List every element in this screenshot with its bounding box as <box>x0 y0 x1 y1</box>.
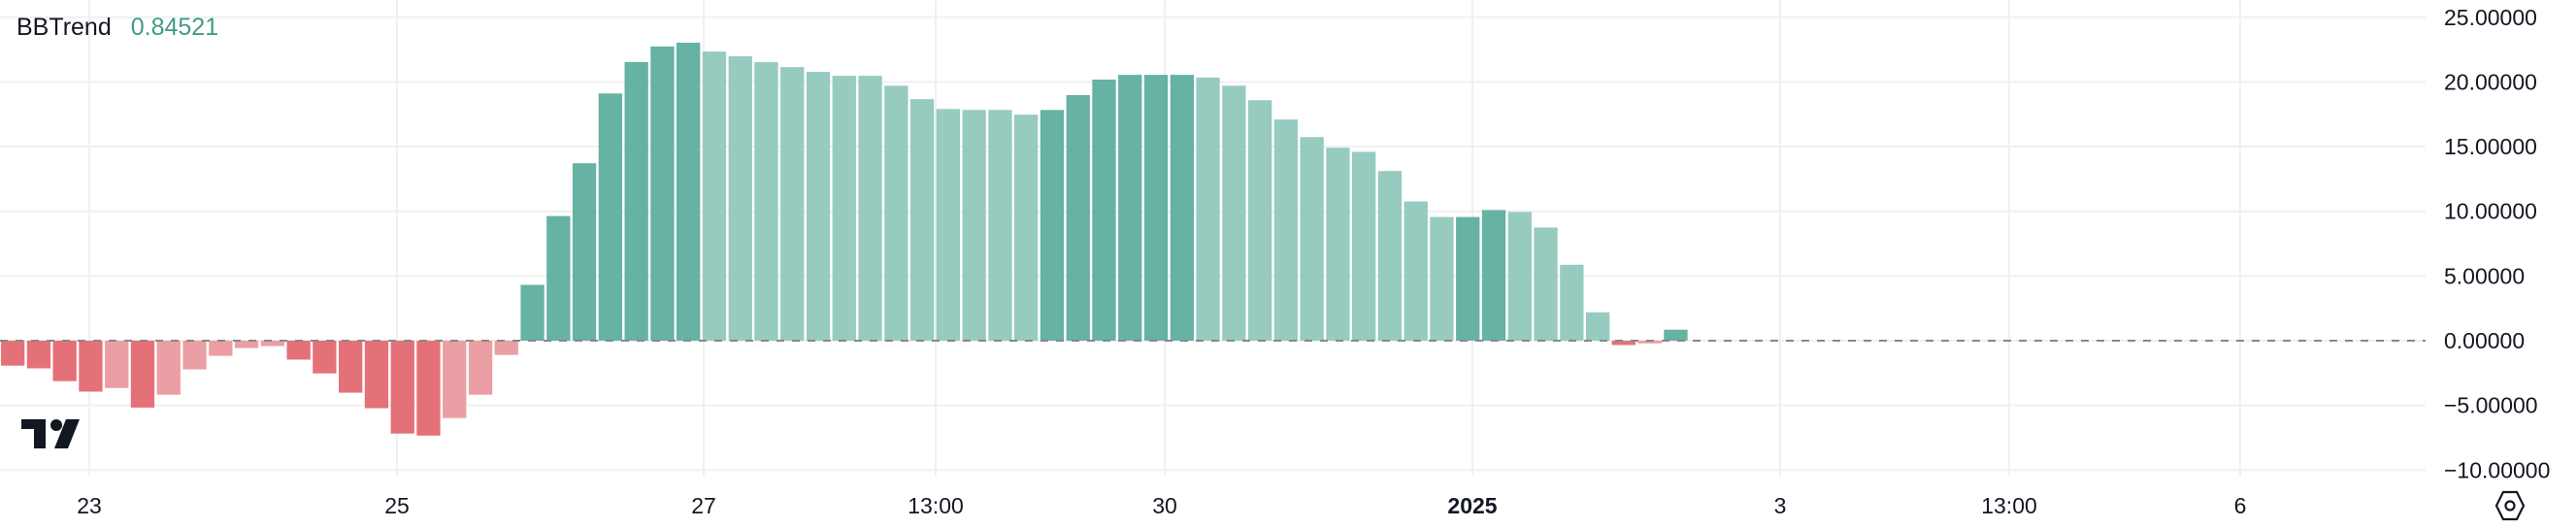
histogram-bar <box>1377 171 1403 341</box>
histogram-bar <box>105 341 129 388</box>
histogram-bar <box>1196 77 1220 342</box>
histogram-bar <box>1611 341 1635 346</box>
histogram-bar <box>1326 148 1350 341</box>
histogram-bar <box>884 85 908 342</box>
histogram-bar <box>1481 210 1506 341</box>
y-tick-label: 25.00000 <box>2444 5 2537 30</box>
histogram-bar <box>26 341 51 369</box>
histogram-bar <box>754 61 778 342</box>
histogram-bar <box>468 341 493 395</box>
histogram-bar <box>130 341 155 408</box>
y-tick-label: −10.00000 <box>2444 457 2550 482</box>
x-tick-label: 3 <box>1774 493 1787 518</box>
histogram-bar <box>702 51 727 341</box>
histogram-bar <box>1664 329 1688 341</box>
histogram-bar <box>1534 227 1558 341</box>
histogram-bar <box>1092 80 1116 341</box>
x-tick-label: 25 <box>384 493 410 518</box>
y-tick-label: 15.00000 <box>2444 134 2537 159</box>
histogram-bar <box>832 76 856 341</box>
histogram-bar <box>1222 85 1246 342</box>
histogram-bar <box>780 67 805 341</box>
y-tick-label: 5.00000 <box>2444 263 2525 288</box>
histogram-bar <box>858 76 882 341</box>
histogram-bar <box>598 93 622 341</box>
y-tick-label: 0.00000 <box>2444 328 2525 353</box>
x-tick-label: 2025 <box>1447 493 1497 518</box>
histogram-bar <box>1143 75 1169 341</box>
histogram-bar <box>988 110 1012 341</box>
histogram-bar <box>624 61 648 342</box>
histogram-bar <box>520 284 545 341</box>
histogram-bar <box>1014 115 1039 341</box>
histogram-bar <box>286 341 311 360</box>
x-tick-label: 30 <box>1152 493 1177 518</box>
histogram-bar <box>1273 119 1298 341</box>
x-axis[interactable]: 23 25 27 13:00 30 2025 3 13:00 6 <box>77 493 2246 518</box>
histogram-bar <box>313 341 337 374</box>
histogram-bar <box>1 341 25 366</box>
settings-icon[interactable] <box>2494 489 2526 527</box>
histogram-bar <box>728 56 752 341</box>
indicator-value: 0.84521 <box>130 14 219 41</box>
x-tick-label: 23 <box>77 493 102 518</box>
histogram-bars <box>1 43 1688 436</box>
histogram-bar <box>650 46 675 342</box>
x-tick-label: 6 <box>2234 493 2247 518</box>
histogram-bar <box>1507 212 1532 341</box>
histogram-bar <box>1170 75 1194 341</box>
histogram-bar <box>79 341 103 392</box>
histogram-bar <box>1066 95 1090 341</box>
histogram-bar <box>1248 100 1272 341</box>
indicator-name: BBTrend <box>17 14 112 41</box>
histogram-bar <box>1118 75 1142 341</box>
histogram-bar <box>390 341 414 434</box>
x-tick-label: 13:00 <box>908 493 964 518</box>
histogram-bar <box>443 341 467 418</box>
histogram-bar <box>494 341 518 355</box>
y-tick-label: 20.00000 <box>2444 69 2537 94</box>
histogram-bar <box>1586 312 1610 341</box>
histogram-bar <box>182 341 207 370</box>
histogram-bar <box>156 341 181 395</box>
histogram-bar <box>936 109 960 341</box>
histogram-bar <box>364 341 389 409</box>
histogram-bar <box>1352 151 1376 341</box>
histogram-bar <box>677 43 701 341</box>
histogram-bar <box>1456 216 1480 341</box>
histogram-bar <box>52 341 77 381</box>
x-tick-label: 13:00 <box>1981 493 2037 518</box>
histogram-bar <box>806 72 831 341</box>
histogram-bar <box>572 163 597 341</box>
y-axis[interactable]: 25.00000 20.00000 15.00000 10.00000 5.00000 0… <box>2444 5 2550 483</box>
tradingview-logo-icon[interactable] <box>21 419 80 453</box>
histogram-bar <box>1404 201 1428 341</box>
histogram-bar <box>1430 216 1454 341</box>
histogram-bar <box>209 341 233 356</box>
histogram-bar <box>1040 110 1065 341</box>
histogram-bar <box>234 341 259 348</box>
histogram-bar <box>1560 264 1584 341</box>
histogram-bar <box>546 215 571 341</box>
histogram-bar <box>260 341 284 346</box>
histogram-bar <box>1637 341 1662 344</box>
y-tick-label: 10.00000 <box>2444 199 2537 224</box>
histogram-bar <box>909 99 935 341</box>
histogram-bar <box>1300 137 1324 341</box>
histogram-bar <box>962 110 986 341</box>
histogram-bar <box>339 341 363 393</box>
y-tick-label: −5.00000 <box>2444 393 2538 418</box>
histogram-bar <box>416 341 441 436</box>
x-tick-label: 27 <box>691 493 716 518</box>
indicator-legend[interactable]: BBTrend 0.84521 <box>17 14 218 42</box>
